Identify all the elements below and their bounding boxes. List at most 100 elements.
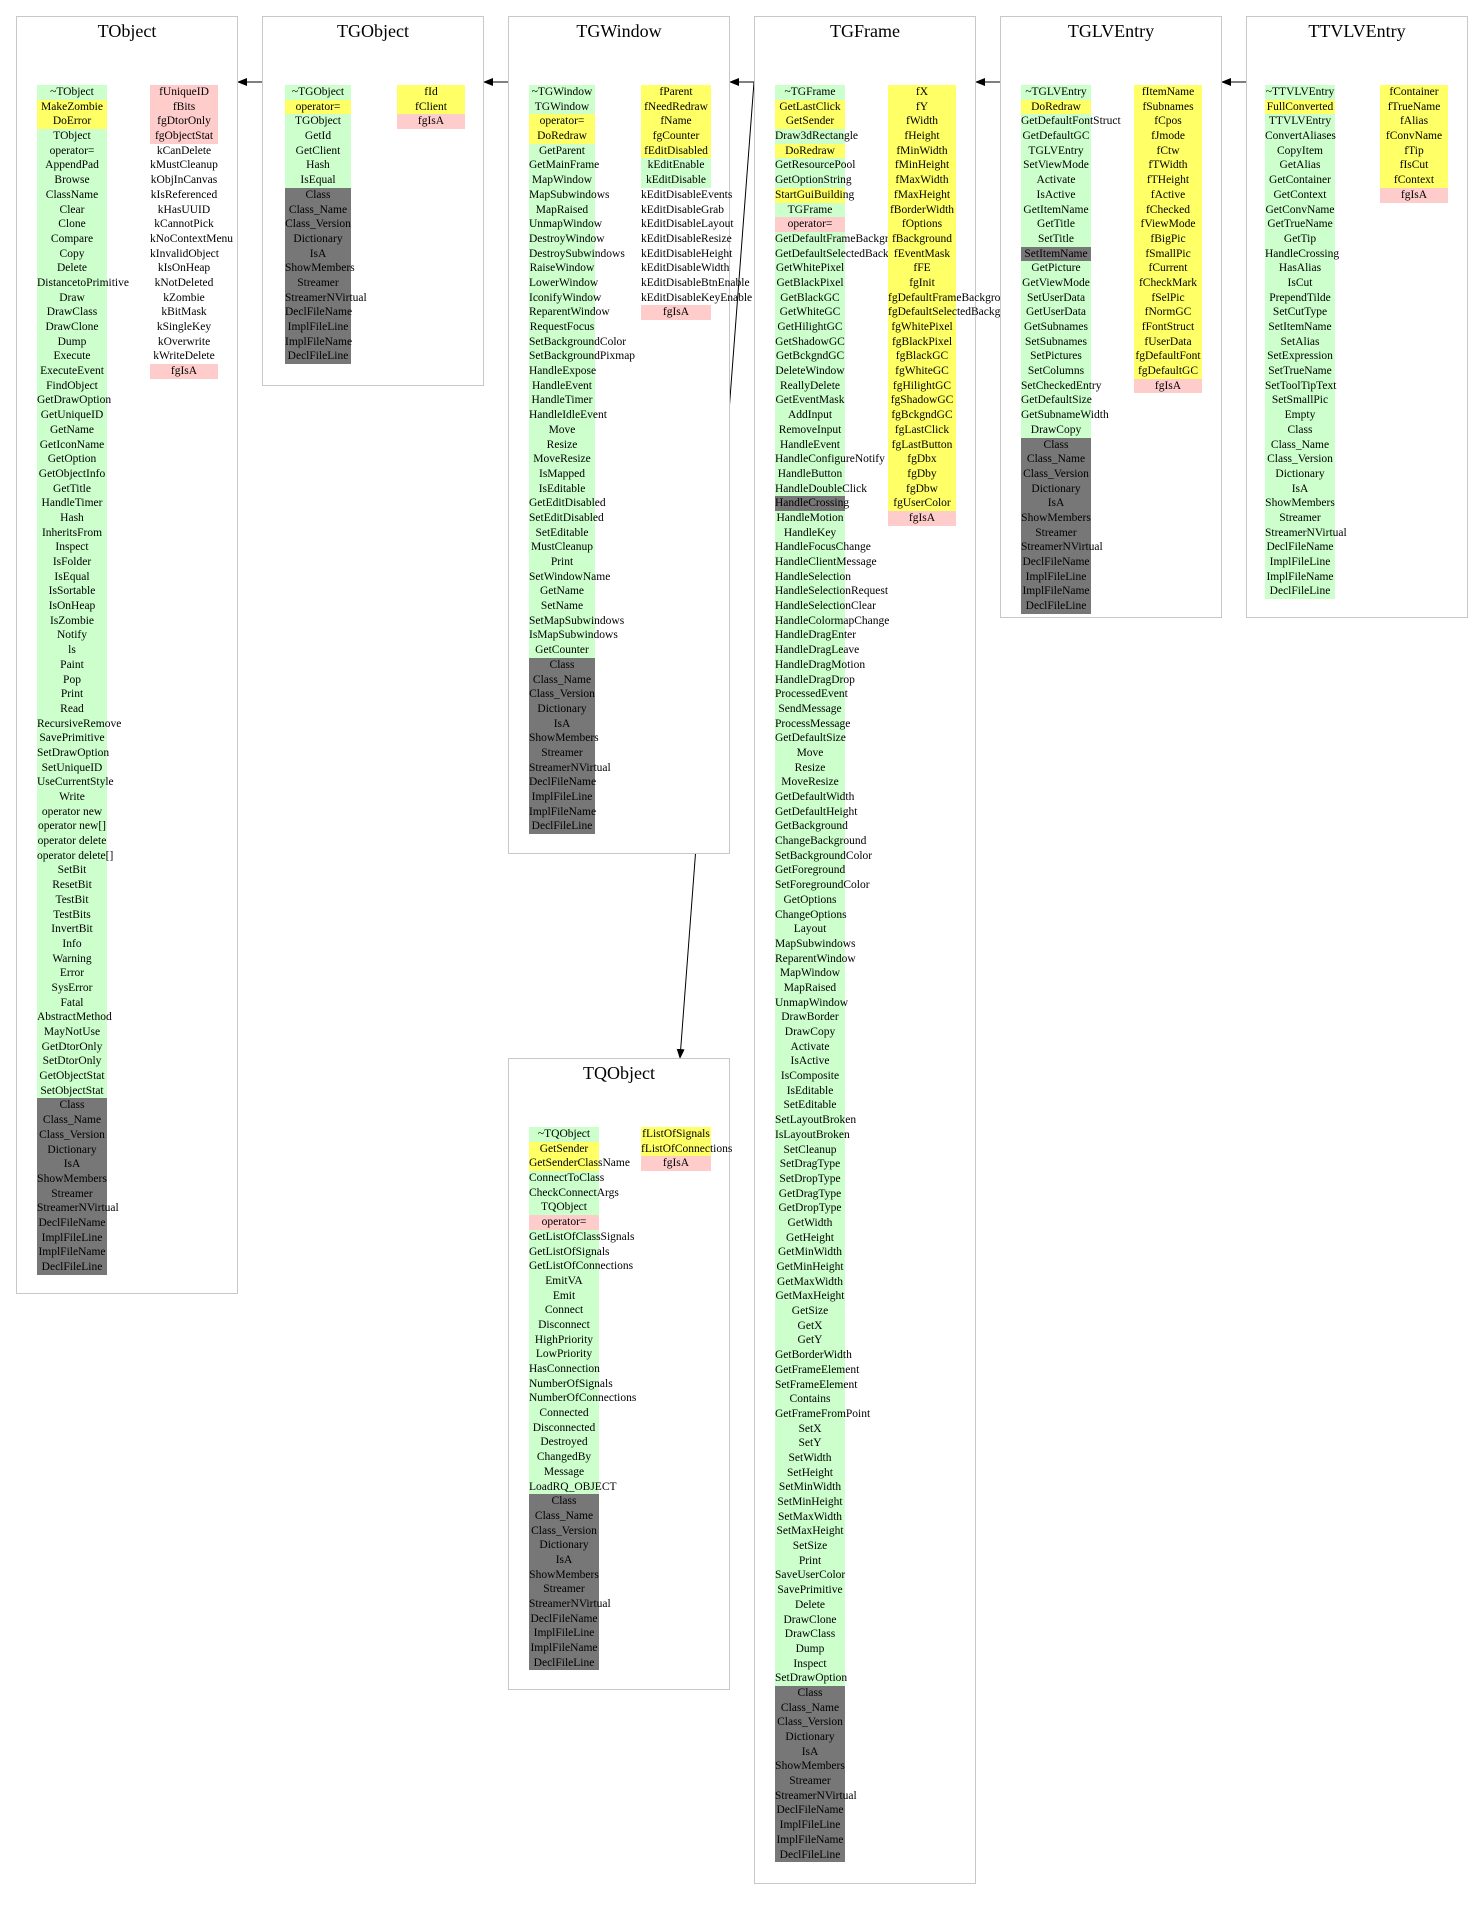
method-name: GetHeight [786, 1231, 834, 1244]
method-entry: Dump [37, 334, 107, 350]
method-entry: DoRedraw [775, 143, 845, 159]
method-name: GetBackground [775, 820, 848, 833]
method-entry: StreamerNVirtual [529, 760, 611, 776]
member-name: fSelPic [1151, 291, 1185, 304]
method-entry: Delete [775, 1597, 845, 1613]
method-name: SetForegroundColor [775, 879, 870, 892]
method-entry: MoveResize [529, 452, 595, 467]
method-entry: StreamerNVirtual [529, 1597, 611, 1612]
method-entry: SetY [775, 1436, 845, 1451]
method-name: IsLayoutBroken [775, 1128, 850, 1141]
member-name: kEditDisableEvents [641, 188, 733, 201]
method-entry: ImplFileName [775, 1832, 845, 1848]
method-entry: LowPriority [529, 1347, 599, 1362]
method-name: Browse [54, 174, 90, 187]
method-name: ImplFileLine [41, 1231, 103, 1244]
method-entry: GetWhitePixel [775, 261, 845, 276]
method-name: SetDropType [779, 1172, 841, 1185]
method-name: ImplFileName [776, 1833, 844, 1846]
method-entry: Streamer [37, 1186, 107, 1202]
method-name: CheckConnectArgs [529, 1186, 619, 1199]
member-name: kWriteDelete [153, 350, 215, 363]
method-name: SetDrawOption [37, 746, 110, 759]
method-name: HandleIdleEvent [529, 409, 607, 422]
member-entry: fListOfConnections [641, 1141, 732, 1157]
method-name: ReparentWindow [775, 952, 856, 965]
method-entry: Class_Version [529, 1523, 599, 1539]
method-entry: SetWindowName [529, 569, 610, 585]
method-entry: HandleDragMotion [775, 657, 865, 673]
method-name: IsMapSubwindows [529, 629, 618, 642]
method-name: HandleFocusChange [775, 541, 871, 554]
method-entry: StreamerNVirtual [1265, 525, 1347, 541]
method-entry: SetExpression [1265, 349, 1335, 365]
method-name: GetDefaultSize [775, 732, 846, 745]
member-name: fgIsA [662, 1157, 690, 1170]
member-name: fBackground [891, 232, 953, 245]
method-entry: GetMaxWidth [775, 1274, 845, 1290]
method-entry: Class [529, 1494, 599, 1509]
member-name: kEditEnable [647, 159, 705, 172]
method-name: IsCut [1287, 276, 1313, 289]
method-name: SetItemName [1268, 321, 1332, 333]
method-name: GetTip [1283, 232, 1317, 245]
method-entry: SetBackgroundColor [529, 334, 626, 350]
method-name: TGLVEntry [1028, 144, 1084, 157]
method-entry: StreamerNVirtual [1021, 540, 1103, 555]
method-name: SetMaxWidth [777, 1510, 843, 1523]
method-entry: HandleMotion [775, 510, 845, 526]
method-name: SetMinWidth [778, 1481, 842, 1494]
method-entry: DeclFileLine [529, 1655, 599, 1671]
members-column: fId fClient fgIsA [397, 85, 465, 130]
member-name: fChecked [1145, 203, 1191, 216]
method-entry: Pop [37, 672, 107, 688]
method-entry: GetWhiteGC [775, 305, 845, 320]
method-entry: DeclFileName [285, 305, 352, 320]
method-name: ClassName [45, 188, 99, 201]
method-name: ~TTVLVEntry [1265, 86, 1335, 98]
method-entry: Streamer [529, 745, 595, 761]
method-name: GetName [539, 585, 585, 598]
method-entry: GetTitle [1021, 217, 1091, 232]
method-entry: ImplFileName [529, 1641, 599, 1656]
method-name: IsA [553, 717, 571, 730]
method-name: DrawCopy [1030, 423, 1082, 436]
member-name: fgLastButton [891, 438, 953, 451]
method-name: GetWhitePixel [775, 262, 845, 275]
method-name: MoveResize [781, 776, 839, 789]
method-entry: SetBackgroundColor [775, 848, 872, 864]
class-title: TGWindow [576, 21, 662, 41]
method-name: DeclFileName [1266, 541, 1334, 554]
method-entry: IsEditable [775, 1083, 845, 1099]
method-entry: SetLayoutBroken [775, 1113, 856, 1128]
method-name: GetName [49, 423, 95, 436]
method-entry: HandleEvent [775, 437, 845, 453]
member-entry: kNoContextMenu [150, 232, 233, 247]
method-entry: HandleExpose [529, 364, 597, 379]
class-title: TObject [97, 21, 157, 41]
method-name: GetObjectInfo [38, 467, 106, 480]
method-name: HandleExpose [529, 365, 597, 378]
method-entry: Connected [529, 1406, 599, 1421]
method-name: MayNotUse [43, 1026, 101, 1038]
method-name: SetBackgroundColor [775, 849, 873, 862]
method-entry: operator= [775, 217, 845, 232]
method-name: GetDefaultGC [1022, 130, 1090, 143]
method-entry: Class_Version [37, 1127, 107, 1143]
method-entry: GetMaxHeight [775, 1289, 845, 1305]
method-name: DoError [52, 115, 92, 128]
method-name: Streamer [1279, 511, 1321, 524]
member-entry: fgBckgndGC [888, 408, 956, 423]
member-name: fUserData [1144, 335, 1192, 348]
method-entry: GetViewMode [1021, 275, 1091, 291]
method-entry: HandleTimer [37, 496, 107, 511]
method-entry: GetUserData [1021, 305, 1091, 320]
member-entry: kHasUUID [150, 203, 218, 218]
member-entry: fEventMask [888, 246, 956, 262]
method-name: Delete [794, 1598, 825, 1611]
method-name: UnmapWindow [775, 996, 848, 1009]
method-entry: operator= [37, 143, 107, 159]
method-entry: MoveResize [775, 775, 845, 790]
member-entry: kOverwrite [150, 335, 218, 350]
method-name: LowPriority [535, 1348, 593, 1361]
